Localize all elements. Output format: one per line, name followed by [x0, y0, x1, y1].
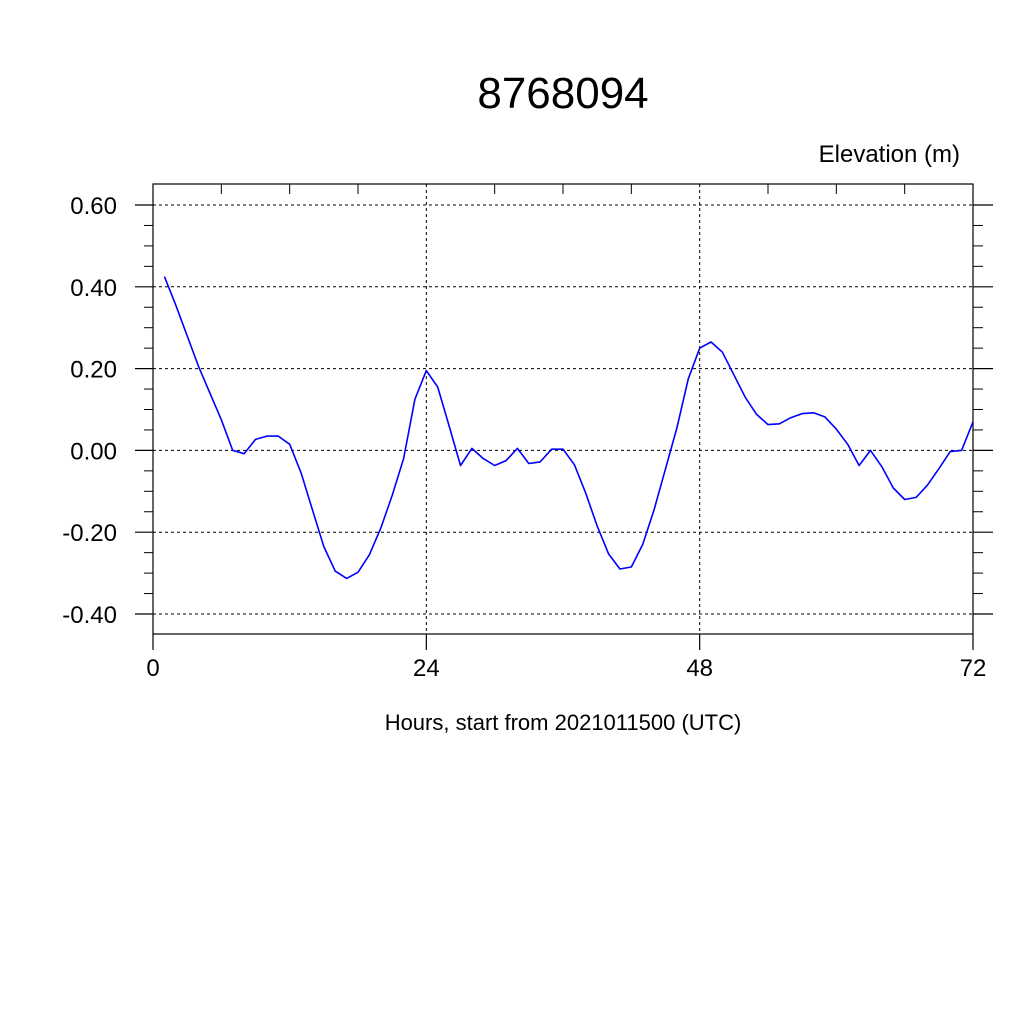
series-layer	[163, 276, 974, 580]
series-line	[163, 276, 974, 580]
y-tick-label: 0.40	[70, 275, 117, 302]
plot-frame	[152, 183, 974, 635]
y-tick-label: 0.00	[70, 438, 117, 465]
x-axis-label: Hours, start from 2021011500 (UTC)	[385, 710, 742, 735]
y-axis-label: Elevation (m)	[819, 141, 960, 168]
x-tick-label: 24	[413, 655, 440, 682]
x-tick-label: 72	[960, 655, 987, 682]
x-tick-label: 0	[146, 655, 159, 682]
y-tick-label: 0.20	[70, 357, 117, 384]
tick-labels: -0.40 -0.20 0.00 0.20 0.40 0.60 0 24 48 72	[62, 193, 986, 682]
y-tick-label: -0.40	[62, 602, 117, 629]
chart-title: 8768094	[477, 69, 648, 118]
axes	[135, 183, 993, 650]
x-tick-label: 48	[686, 655, 713, 682]
y-tick-label: 0.60	[70, 193, 117, 220]
y-tick-label: -0.20	[62, 520, 117, 547]
grid	[152, 184, 974, 634]
